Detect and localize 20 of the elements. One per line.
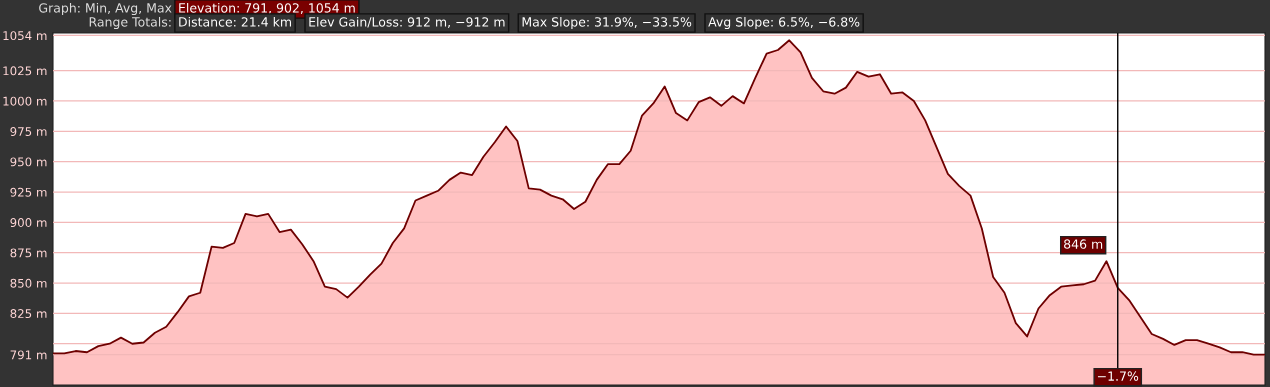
y-tick-label: 950 m <box>10 157 47 167</box>
y-tick-label: 1025 m <box>3 66 47 76</box>
y-tick-label: 850 m <box>10 278 47 288</box>
y-tick-label: 925 m <box>10 187 47 197</box>
chart-title: Graph: Min, Avg, Max <box>39 2 172 16</box>
text: Elev Gain/Loss: 912 m, −912 m <box>309 16 505 28</box>
text: Avg Slope: 6.5%, −6.8% <box>708 16 860 30</box>
y-tick-label: 900 m <box>10 218 47 227</box>
y-tick-label: 825 m <box>10 309 47 319</box>
y-tick-label: 975 m <box>10 127 47 136</box>
text: Distance: 21.4 km <box>179 16 291 27</box>
y-tick-label: 791 m <box>10 350 47 360</box>
text: Elevation: 791, 902, 1054 m <box>179 2 355 14</box>
y-tick-label: 1054 m <box>3 31 47 41</box>
chart-subtitle: Range Totals: <box>89 16 171 30</box>
annotation: 846 m <box>1064 239 1103 249</box>
text: Max Slope: 31.9%, −33.5% <box>522 16 692 30</box>
annotation: −1.7% <box>1097 371 1139 381</box>
y-tick-label: 875 m <box>10 248 47 258</box>
y-tick-label: 1000 m <box>3 96 47 106</box>
